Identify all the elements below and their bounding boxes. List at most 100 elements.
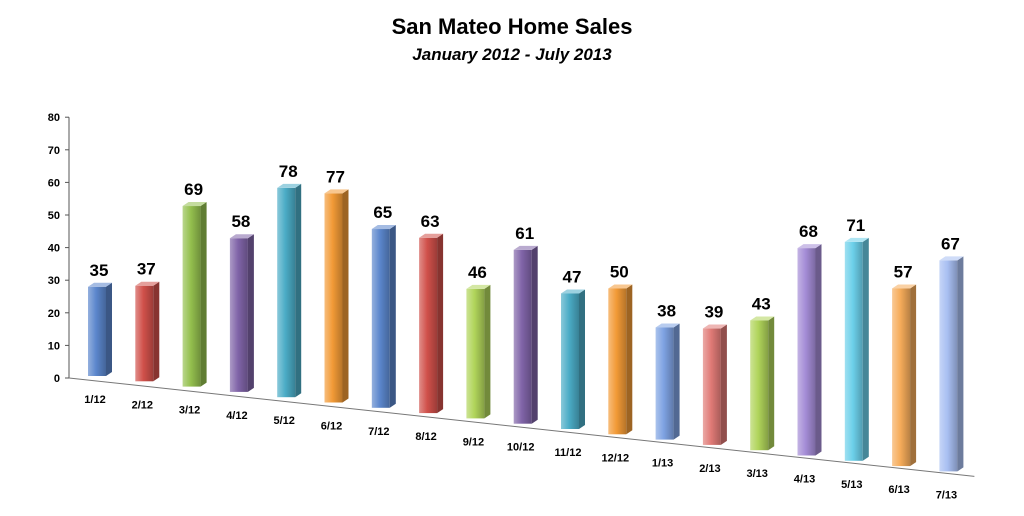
bar-10-12 xyxy=(513,245,538,424)
x-tick-label: 5/13 xyxy=(841,479,862,491)
bar-3-13 xyxy=(750,316,775,451)
bar-side xyxy=(484,284,491,419)
data-label: 38 xyxy=(657,302,676,321)
x-tick-label: 8/12 xyxy=(415,431,436,443)
bar-front xyxy=(277,187,296,398)
data-label: 43 xyxy=(752,294,771,313)
bar-front xyxy=(229,238,248,392)
data-label: 47 xyxy=(563,267,582,286)
x-tick-label: 4/12 xyxy=(226,410,247,422)
bar-side xyxy=(957,256,964,472)
bar-top xyxy=(750,316,775,321)
bar-side xyxy=(247,234,254,392)
y-tick-label: 40 xyxy=(48,243,60,255)
data-label: 35 xyxy=(90,261,109,280)
data-label: 63 xyxy=(421,212,440,231)
bar-front xyxy=(135,285,154,382)
bar-side xyxy=(342,189,349,403)
y-tick-label: 50 xyxy=(48,210,60,222)
data-label: 67 xyxy=(941,234,960,253)
x-tick-label: 6/12 xyxy=(321,421,342,433)
bar-side xyxy=(389,225,396,408)
bar-front xyxy=(750,320,769,451)
bar-side xyxy=(815,244,822,456)
bar-top xyxy=(561,289,585,294)
bar-5-12 xyxy=(277,183,302,398)
bar-side xyxy=(673,323,680,440)
bar-top xyxy=(608,284,633,289)
bar-1-12 xyxy=(88,282,112,376)
x-tick-label: 2/13 xyxy=(699,463,720,475)
bar-top xyxy=(371,225,396,230)
bar-top xyxy=(844,237,869,242)
x-tick-label: 5/12 xyxy=(273,415,294,427)
bar-side xyxy=(862,237,869,461)
bar-7-13 xyxy=(939,256,964,472)
data-label: 69 xyxy=(184,180,203,199)
bar-top xyxy=(655,323,680,328)
y-tick-label: 30 xyxy=(48,275,60,287)
bar-side xyxy=(720,324,727,445)
bar-2-13 xyxy=(702,324,727,445)
bar-side xyxy=(153,281,160,382)
bar-front xyxy=(88,286,106,376)
bar-top xyxy=(419,233,444,238)
bar-top xyxy=(88,282,112,287)
bar-front xyxy=(702,328,721,445)
bar-side xyxy=(437,233,444,414)
bar-2-12 xyxy=(135,281,160,382)
data-label: 68 xyxy=(799,222,818,241)
bar-6-12 xyxy=(324,189,349,403)
data-label: 37 xyxy=(137,260,156,279)
bar-front xyxy=(655,327,674,440)
chart-title: San Mateo Home Sales xyxy=(391,14,633,39)
y-tick-label: 80 xyxy=(48,112,60,124)
bar-12-12 xyxy=(608,284,633,435)
bar-top xyxy=(135,281,160,286)
x-tick-label: 1/13 xyxy=(652,458,673,470)
bar-9-12 xyxy=(466,284,491,419)
bar-4-12 xyxy=(229,234,254,392)
data-label: 61 xyxy=(515,224,534,243)
x-axis-line xyxy=(68,377,975,477)
bar-side xyxy=(910,284,917,467)
data-label: 78 xyxy=(279,162,298,181)
x-tick-label: 12/12 xyxy=(602,452,630,464)
bar-top xyxy=(324,189,349,194)
bar-4-13 xyxy=(797,244,822,456)
bar-side xyxy=(531,245,538,424)
x-tick-label: 3/13 xyxy=(746,468,767,480)
y-tick-label: 20 xyxy=(48,308,60,320)
bar-side xyxy=(768,316,775,451)
bar-side xyxy=(295,183,302,398)
bar-side xyxy=(626,284,633,435)
bar-1-13 xyxy=(655,323,680,440)
bar-front xyxy=(513,249,532,424)
x-tick-label: 7/12 xyxy=(368,426,389,438)
x-tick-label: 3/12 xyxy=(179,405,200,417)
bar-top xyxy=(513,245,538,250)
data-label: 58 xyxy=(231,212,250,231)
bar-7-12 xyxy=(371,225,396,408)
bar-top xyxy=(702,324,727,329)
bar-front xyxy=(419,237,438,414)
bar-top xyxy=(939,256,964,261)
bar-top xyxy=(892,284,917,289)
y-tick-label: 60 xyxy=(48,177,60,189)
bar-front xyxy=(324,193,343,403)
x-tick-label: 4/13 xyxy=(794,474,815,486)
bar-front xyxy=(182,206,201,387)
bar-front xyxy=(844,241,863,461)
y-tick-label: 0 xyxy=(54,373,60,385)
x-tick-label: 1/12 xyxy=(84,394,105,406)
bar-8-12 xyxy=(419,233,444,414)
bar-5-13 xyxy=(844,237,869,461)
bar-side xyxy=(200,202,207,387)
bar-front xyxy=(466,288,485,419)
data-label: 39 xyxy=(704,303,723,322)
bar-top xyxy=(229,234,254,239)
chart-subtitle: January 2012 - July 2013 xyxy=(412,45,612,64)
y-tick-label: 10 xyxy=(48,340,60,352)
x-tick-label: 11/12 xyxy=(555,447,582,459)
